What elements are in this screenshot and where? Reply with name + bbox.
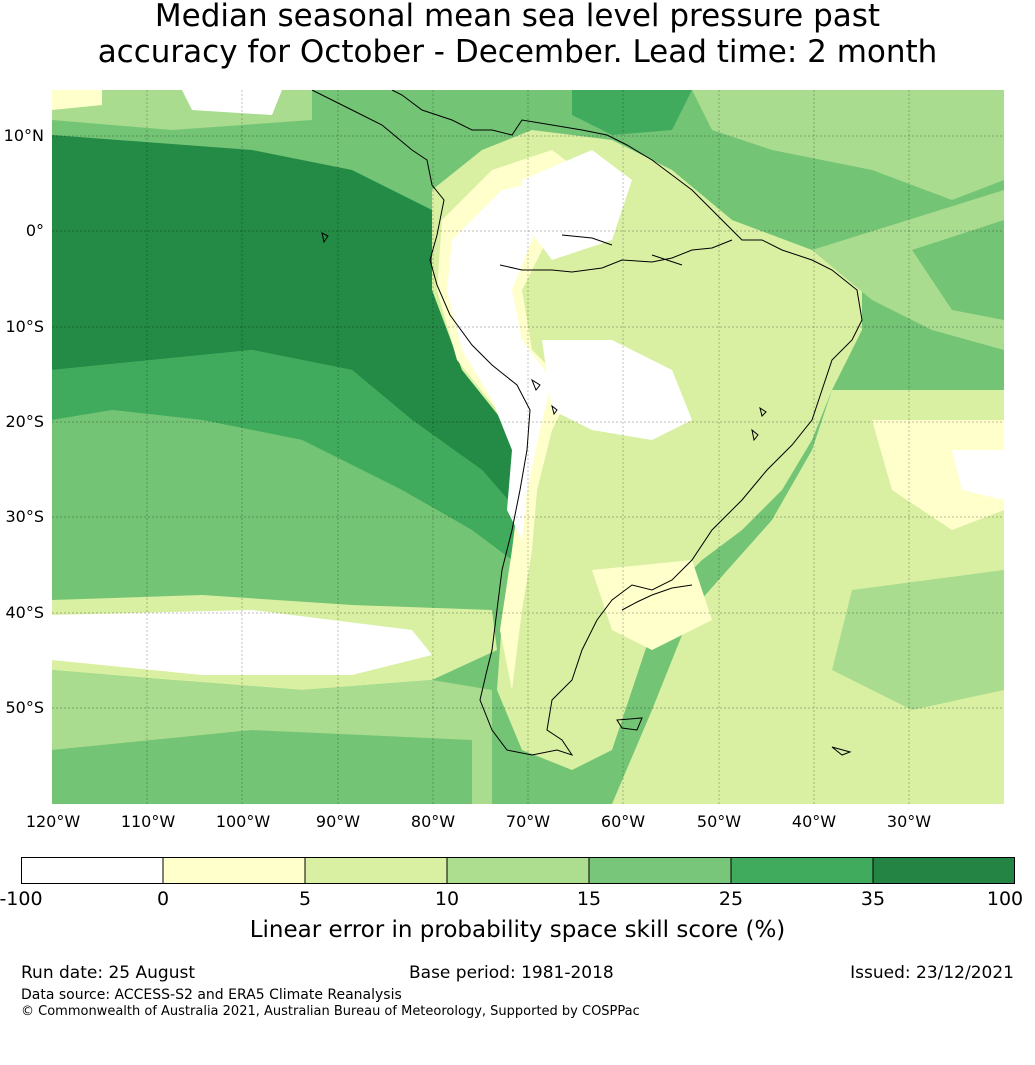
lat-label-50s: 50°S <box>5 698 44 717</box>
coastline-rivers <box>499 234 733 611</box>
chart-title-line-1: Median seasonal mean sea level pressure … <box>154 0 881 34</box>
field-east-tropics-mid <box>912 220 1004 320</box>
field-southeast-green <box>832 570 1004 710</box>
field-interior-white <box>542 340 692 440</box>
field-atlantic-north <box>692 90 1004 200</box>
lat-label-0: 0° <box>25 221 44 240</box>
colorbar-tick-35: 35 <box>860 888 886 910</box>
lat-label-40s: 40°S <box>5 603 44 622</box>
field-andes-white <box>447 180 552 540</box>
colorbar <box>21 857 1015 884</box>
field-atlantic-dark <box>572 90 692 135</box>
lat-label-30s: 30°S <box>5 507 44 526</box>
data-source: Data source: ACCESS-S2 and ERA5 Climate … <box>21 987 402 1003</box>
field-east-ocean-white <box>952 450 1004 500</box>
colorbar-bin-1 <box>21 857 163 884</box>
field-continent <box>432 130 862 770</box>
field-south-bottom-2 <box>52 730 472 804</box>
lon-label-60w: 60°W <box>600 812 646 831</box>
colorbar-bin-6 <box>731 857 873 884</box>
graticule <box>52 90 1004 804</box>
colorbar-tick-10: 10 <box>434 888 460 910</box>
colorbar-tick-100: 100 <box>986 888 1024 910</box>
field-south-band-light <box>52 410 507 610</box>
field-north-white-2 <box>182 90 282 115</box>
copyright-notice: © Commonwealth of Australia 2021, Austra… <box>21 1004 640 1019</box>
field-patagonia-pale <box>592 560 712 650</box>
field-pacific-dark <box>52 135 527 510</box>
lat-label-20s: 20°S <box>5 412 44 431</box>
colorbar-tick-0: 0 <box>156 888 170 910</box>
colorbar-frame <box>21 857 1015 884</box>
lon-label-30w: 30°W <box>886 812 932 831</box>
field-pacific-mid <box>52 350 517 560</box>
lon-label-120w: 120°W <box>25 812 81 831</box>
lon-label-90w: 90°W <box>315 812 361 831</box>
colorbar-tick-minus100: -100 <box>0 888 43 910</box>
colorbar-tick-25: 25 <box>718 888 744 910</box>
colorbar-bin-2 <box>163 857 305 884</box>
base-period: Base period: 1981-2018 <box>409 963 614 983</box>
colorbar-bin-3 <box>305 857 447 884</box>
lon-label-80w: 80°W <box>410 812 456 831</box>
lat-label-10n: 10°N <box>3 126 44 145</box>
coastline-islands <box>321 232 852 756</box>
skill-map <box>52 90 1004 804</box>
lon-label-110w: 110°W <box>120 812 176 831</box>
field-east-ocean-yellow <box>872 420 1004 530</box>
chart-title-line-2: accuracy for October - December. Lead ti… <box>97 34 938 70</box>
field-north-white <box>52 90 102 110</box>
lat-label-10s: 10°S <box>5 317 44 336</box>
lon-label-40w: 40°W <box>791 812 837 831</box>
lon-label-50w: 50°W <box>696 812 742 831</box>
colorbar-label: Linear error in probability space skill … <box>249 917 786 943</box>
field-interior-pale <box>522 150 632 260</box>
colorbar-bin-4 <box>447 857 589 884</box>
colorbar-tick-5: 5 <box>298 888 312 910</box>
issued-date: Issued: 23/12/2021 <box>850 963 1014 983</box>
colorbar-tick-15: 15 <box>576 888 602 910</box>
run-date: Run date: 25 August <box>21 963 195 983</box>
colorbar-bin-5 <box>589 857 731 884</box>
lon-label-70w: 70°W <box>505 812 551 831</box>
field-south-white <box>52 610 432 675</box>
lon-label-100w: 100°W <box>215 812 271 831</box>
colorbar-bin-7 <box>873 857 1015 884</box>
coastline <box>311 90 863 756</box>
